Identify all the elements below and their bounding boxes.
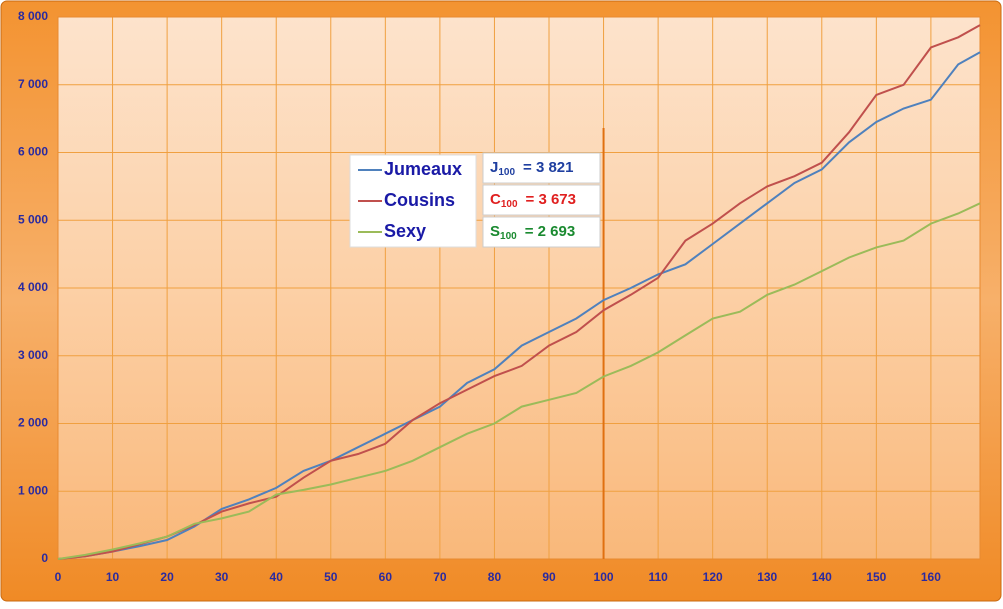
x-tick-label: 0 [55, 570, 62, 584]
x-tick-label: 50 [324, 570, 338, 584]
x-tick-label: 130 [757, 570, 777, 584]
annotation-subscript: 100 [500, 231, 517, 242]
legend-label: Sexy [384, 221, 426, 241]
legend-label: Cousins [384, 190, 455, 210]
x-tick-label: 40 [270, 570, 284, 584]
plot-border [57, 16, 981, 560]
x-tick-label: 80 [488, 570, 502, 584]
series-line [57, 51, 981, 560]
y-tick-label: 7 000 [18, 77, 48, 91]
y-tick-label: 2 000 [18, 416, 48, 430]
x-tick-label: 100 [594, 570, 614, 584]
annotation-text: = 2 693 [525, 223, 575, 240]
y-tick-label: 0 [41, 551, 48, 565]
x-tick-label: 60 [379, 570, 393, 584]
x-tick-label: 30 [215, 570, 229, 584]
x-tick-label: 20 [160, 570, 174, 584]
x-tick-label: 90 [542, 570, 556, 584]
series-line [57, 202, 981, 560]
legend-label: Jumeaux [384, 159, 462, 179]
annotation-text: = 3 821 [523, 159, 573, 176]
annotation-letter: C [490, 191, 501, 208]
annotation: J100 = 3 821 [490, 159, 574, 178]
annotation-letter: J [490, 159, 498, 176]
annotation-box [482, 152, 601, 184]
annotation-subscript: 100 [501, 199, 518, 210]
annotation-letter: S [490, 223, 500, 240]
annotation-subscript: 100 [498, 167, 515, 178]
series-line [57, 24, 981, 560]
annotation-box [482, 184, 601, 216]
x-tick-label: 140 [812, 570, 832, 584]
x-tick-label: 70 [433, 570, 447, 584]
y-tick-label: 3 000 [18, 348, 48, 362]
x-tick-label: 120 [703, 570, 723, 584]
y-tick-label: 8 000 [18, 9, 48, 23]
x-tick-label: 160 [921, 570, 941, 584]
annotation: S100 = 2 693 [490, 223, 575, 242]
annotation-box [482, 216, 601, 248]
y-tick-label: 5 000 [18, 212, 48, 226]
annotation: C100 = 3 673 [490, 191, 576, 210]
y-tick-label: 6 000 [18, 145, 48, 159]
x-tick-label: 110 [648, 570, 668, 584]
y-tick-label: 4 000 [18, 280, 48, 294]
y-tick-label: 1 000 [18, 483, 48, 497]
x-tick-label: 150 [866, 570, 886, 584]
annotation-text: = 3 673 [526, 191, 576, 208]
x-tick-label: 10 [106, 570, 120, 584]
